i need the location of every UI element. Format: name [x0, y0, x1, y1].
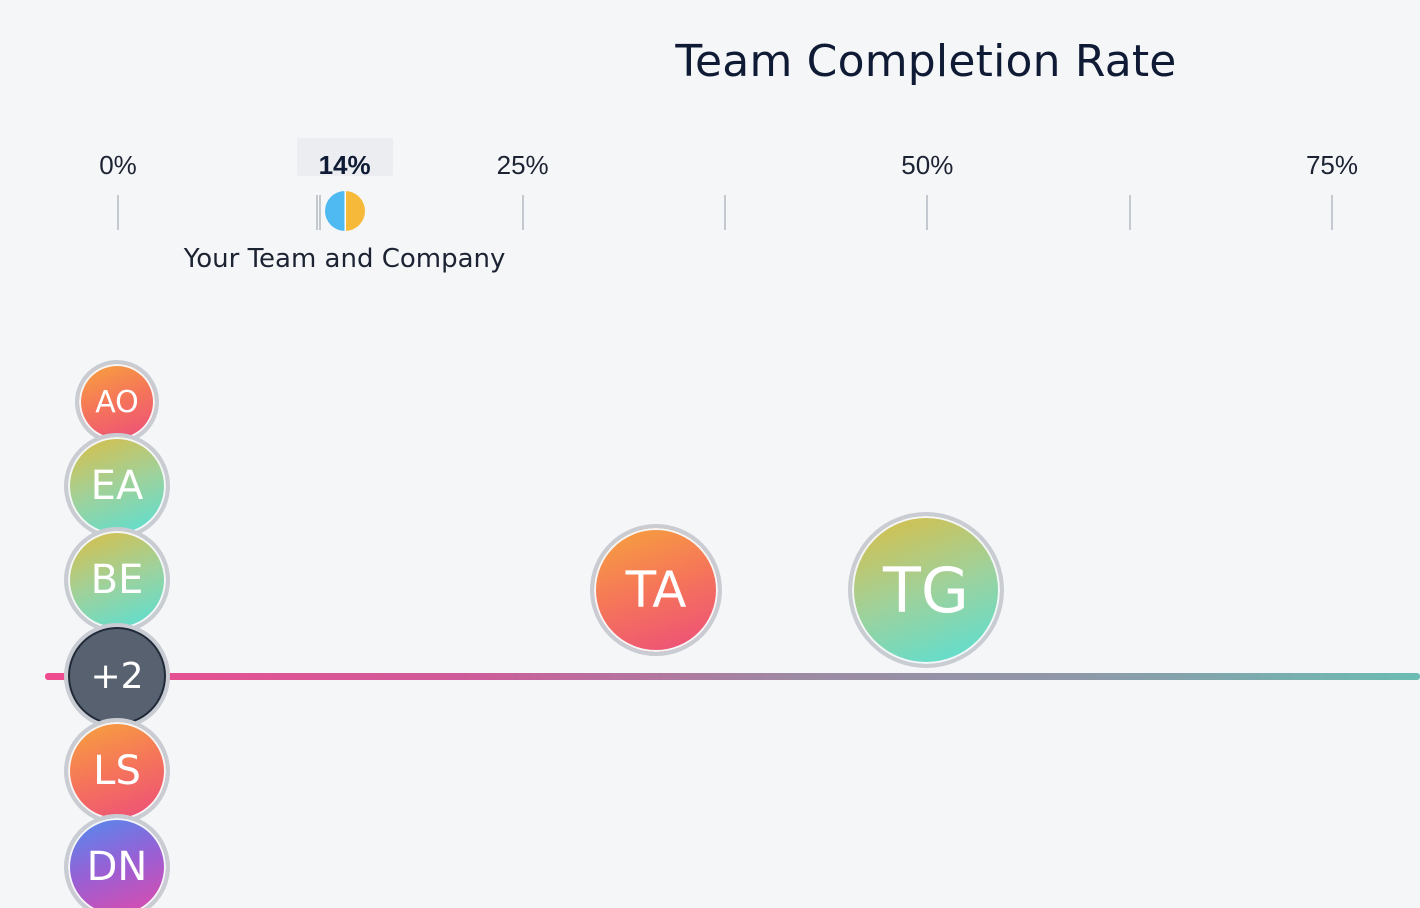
member-initials: TA — [625, 561, 687, 619]
member-initials: +2 — [90, 655, 144, 697]
member-bubble-ta[interactable]: TA — [590, 524, 722, 656]
tick-mark — [1331, 195, 1333, 230]
member-initials: BE — [90, 557, 144, 603]
member-bubble-be[interactable]: BE — [64, 527, 170, 633]
team-company-marker-icon[interactable] — [324, 191, 365, 231]
member-bubble-ea[interactable]: EA — [64, 433, 170, 539]
member-initials: DN — [86, 844, 148, 890]
member-bubble-more-2[interactable]: +2 — [64, 623, 170, 729]
tick-label: 75% — [1305, 150, 1359, 180]
tick-mark — [1128, 195, 1131, 230]
marker-tick — [315, 195, 318, 230]
tick-mark — [319, 195, 322, 230]
completion-scale: 14% Your Team and Company 0% 25% 50% 75% — [0, 0, 1420, 300]
tick-mark — [117, 195, 119, 230]
team-completion-value: 14% — [318, 150, 371, 180]
marker-value-background — [296, 138, 393, 176]
member-bubble-dn[interactable]: DN — [64, 814, 170, 908]
member-initials: EA — [90, 463, 144, 509]
completion-baseline — [45, 673, 1420, 680]
tick-label: 50% — [901, 150, 954, 180]
member-initials: AO — [95, 384, 139, 420]
member-bubble-ls[interactable]: LS — [64, 718, 170, 824]
tick-mark — [926, 195, 929, 230]
team-company-caption: Your Team and Company — [183, 244, 506, 274]
tick-label: 0% — [99, 150, 137, 180]
tick-mark — [724, 195, 726, 230]
tick-mark — [521, 195, 524, 230]
tick-label: 25% — [496, 150, 549, 180]
member-bubble-ao[interactable]: AO — [75, 360, 159, 444]
member-initials: TG — [883, 553, 969, 627]
member-initials: LS — [93, 748, 141, 794]
member-bubble-tg[interactable]: TG — [848, 512, 1004, 668]
